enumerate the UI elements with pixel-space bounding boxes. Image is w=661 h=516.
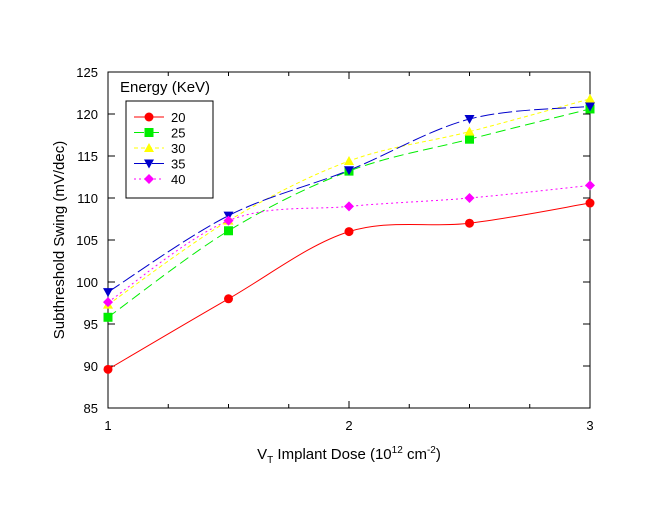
data-point-25: [224, 226, 233, 236]
data-point-40: [103, 297, 113, 308]
y-axis: 85 90 95 100 105 110 115 120 125: [76, 65, 590, 416]
legend-label-35: 35: [171, 157, 185, 172]
data-point-40: [223, 215, 234, 226]
series-line-40: [107, 184, 591, 303]
y-tick-label: 115: [77, 149, 98, 164]
y-tick-label: 125: [76, 65, 98, 80]
data-point-20: [224, 294, 233, 304]
legend-marker-30: [144, 143, 154, 152]
data-point-30: [585, 93, 595, 103]
data-point-20: [344, 227, 354, 237]
legend-label-40: 40: [171, 172, 185, 187]
legend-label-20: 20: [171, 110, 185, 125]
legend-marker-40: [144, 174, 154, 184]
data-point-20: [585, 198, 595, 208]
data-point-35: [464, 115, 475, 125]
y-tick-label: 90: [84, 359, 98, 374]
data-point-35: [103, 288, 113, 298]
data-point-25: [103, 312, 113, 322]
y-tick-label: 95: [84, 317, 98, 332]
data-point-40: [344, 201, 354, 212]
y-tick-label: 120: [76, 107, 98, 122]
x-axis: 1 2 3: [104, 72, 594, 433]
y-tick-label: 100: [76, 275, 98, 290]
legend-box: [125, 100, 214, 199]
series-line-25: [107, 108, 591, 318]
data-point-35: [344, 166, 354, 176]
legend-title: Energy (KeV): [120, 79, 210, 96]
x-tick-label: 1: [104, 418, 111, 433]
legend-label-30: 30: [171, 141, 185, 156]
data-point-40: [585, 180, 595, 191]
legend-marker-35: [144, 159, 154, 169]
data-point-30: [464, 126, 475, 136]
data-point-20: [465, 218, 474, 228]
y-tick-label: 105: [76, 233, 98, 248]
y-tick-label: 85: [84, 401, 98, 416]
data-point-20: [103, 364, 113, 374]
data-point-30: [344, 156, 354, 166]
data-point-25: [465, 134, 474, 144]
x-axis-title: VT Implant Dose (1012 cm-2): [257, 445, 441, 466]
legend-label-25: 25: [171, 126, 185, 141]
data-point-40: [464, 193, 475, 203]
x-tick-label: 3: [586, 418, 593, 433]
data-point-35: [585, 102, 595, 112]
y-tick-label: 110: [77, 191, 98, 206]
series-markers: [103, 93, 595, 374]
y-axis-title: Subthreshold Swing (mV/dec): [51, 141, 68, 339]
legend-marker-25: [144, 128, 154, 137]
legend-marker-20: [144, 112, 154, 122]
x-tick-label: 2: [345, 418, 352, 433]
